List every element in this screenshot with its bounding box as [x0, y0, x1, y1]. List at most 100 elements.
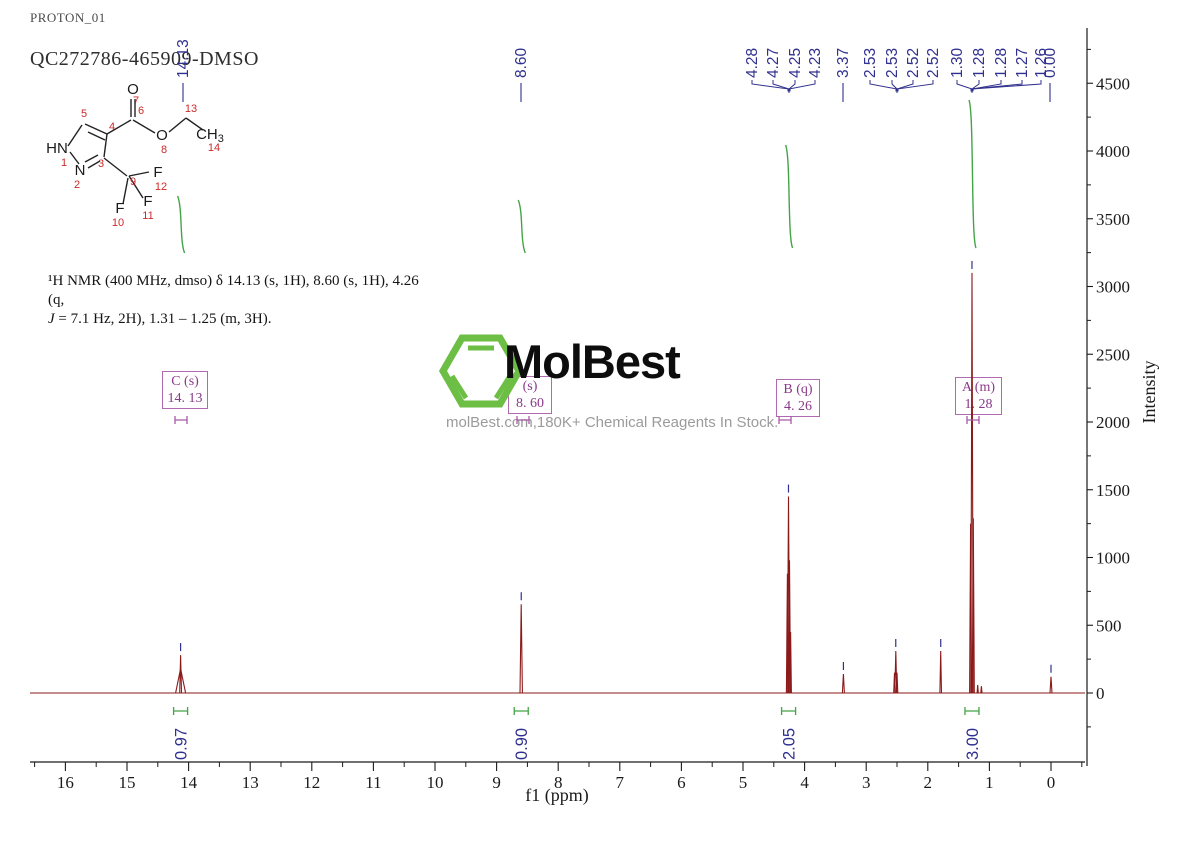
peak-label-connector: [772, 80, 790, 93]
spectrum-peak: [895, 672, 899, 694]
peak-shift-label: 2.53: [884, 48, 901, 78]
y-axis-title: Intensity: [1139, 361, 1159, 424]
atom-number-label: 2: [74, 179, 80, 191]
peak-label-connector: [956, 80, 973, 93]
peak-label-apex-dot: [787, 88, 791, 92]
x-axis-tick-label: 16: [57, 773, 74, 792]
multiplet-shift: 4. 26: [784, 399, 812, 414]
atom-label: O: [127, 81, 139, 98]
multiplet-shift: 8. 60: [516, 396, 544, 411]
peak-label-connector: [751, 80, 790, 93]
peak-shift-label: 1.30: [949, 47, 966, 78]
x-axis-tick-label: 3: [862, 773, 871, 792]
integral-value-label: 0.97: [173, 728, 191, 760]
multiplet-range-bracket: [966, 416, 980, 424]
integral-range-bracket: [780, 707, 797, 715]
peak-shift-label: 2.52: [905, 48, 922, 78]
y-axis-tick-label: 2000: [1096, 413, 1130, 432]
logo-tagline: molBest.com,180K+ Chemical Reagents In S…: [446, 414, 779, 431]
atom-label: F: [143, 193, 152, 210]
x-axis-tick-label: 2: [924, 773, 933, 792]
spectrum-peak: [519, 604, 523, 694]
multiplet-shift: 1. 28: [964, 397, 993, 412]
spectrum-peak: [175, 668, 187, 694]
integral-range-bracket: [964, 707, 980, 715]
x-axis-tick-label: 8: [554, 773, 563, 792]
spectrum-peak: [976, 684, 979, 694]
peak-label-connector: [896, 80, 934, 93]
nmr-assignment-line1: ¹H NMR (400 MHz, dmso) δ 14.13 (s, 1H), …: [48, 273, 419, 308]
multiplet-label: A (m): [961, 380, 996, 395]
spectrum-peak: [841, 673, 845, 694]
spectrum-peak: [1049, 676, 1053, 694]
spectrum-peak: [969, 523, 973, 694]
spectrum-peak: [789, 631, 792, 694]
experiment-name: PROTON_01: [30, 10, 106, 25]
nmr-assignment-line2: = 7.1 Hz, 2H), 1.31 – 1.25 (m, 3H).: [54, 311, 272, 327]
atom-number-label: 9: [130, 176, 136, 188]
peak-label-connector: [896, 80, 914, 93]
y-axis-tick-label: 4500: [1096, 74, 1130, 93]
x-axis-title: f1 (ppm): [525, 785, 588, 806]
peak-label-connector: [788, 80, 796, 93]
multiplet-range-bracket: [778, 416, 792, 424]
atom-number-label: 11: [142, 210, 153, 222]
atom-label: F: [153, 164, 162, 181]
x-axis-tick-label: 10: [427, 773, 444, 792]
integral-range-bracket: [513, 707, 529, 715]
x-axis-tick-label: 9: [492, 773, 501, 792]
peak-label-connector: [971, 80, 1023, 93]
integral-value-label: 0.90: [513, 728, 531, 760]
multiplet-box: C (s) 14. 13: [162, 371, 208, 409]
atom-label: O: [156, 127, 168, 144]
spectrum-peak: [980, 686, 983, 694]
x-axis-tick-label: 13: [242, 773, 259, 792]
atom-number-label: 10: [112, 217, 124, 229]
atom-number-label: 13: [185, 103, 197, 115]
peak-shift-label: 4.23: [807, 48, 824, 78]
multiplet-label: C (s): [171, 374, 199, 389]
x-axis-tick-label: 1: [985, 773, 994, 792]
multiplet-label: B (q): [783, 382, 813, 397]
spectrum-peak: [786, 496, 791, 694]
atom-number-label: 3: [98, 158, 104, 170]
peak-label-apex-dot: [970, 88, 974, 92]
atom-number-label: 5: [81, 108, 87, 120]
atom-label: HN: [46, 140, 68, 157]
integral-curve: [968, 99, 977, 249]
integral-curve: [517, 199, 526, 254]
multiplet-range-bracket: [174, 416, 188, 424]
peak-shift-label: 3.37: [835, 48, 852, 78]
integral-value-label: 3.00: [964, 728, 982, 760]
peak-shift-label: 1.26: [1033, 48, 1050, 78]
x-axis-tick-label: 5: [739, 773, 748, 792]
benzene-hexagon-icon: [438, 334, 524, 408]
y-axis-tick-label: 4000: [1096, 142, 1130, 161]
x-axis-tick-label: 12: [303, 773, 320, 792]
x-axis-tick-label: 6: [677, 773, 686, 792]
spectrum-peak: [179, 655, 183, 694]
integral-curve: [784, 144, 794, 249]
spectrum-peak: [787, 560, 792, 694]
peak-label-connector: [971, 80, 1002, 93]
spectrum-peak: [893, 672, 896, 694]
spectrum-peak: [939, 650, 943, 694]
peak-shift-label: 1.27: [1014, 48, 1031, 78]
integral-value-label: 2.05: [781, 728, 799, 760]
y-axis-tick-label: 500: [1096, 616, 1122, 635]
x-axis-tick-label: 7: [616, 773, 625, 792]
multiplet-box: B (q) 4. 26: [776, 379, 820, 417]
logo-wordmark: MolBest: [504, 335, 681, 388]
y-axis-tick-label: 1000: [1096, 549, 1130, 568]
sample-id: QC272786-465909-DMSO: [30, 48, 259, 70]
x-axis-tick-label: 15: [119, 773, 136, 792]
peak-label-connector: [971, 80, 1042, 93]
atom-label: N: [75, 162, 86, 179]
peak-shift-label: 4.25: [787, 48, 804, 78]
peak-shift-label: 2.53: [862, 48, 879, 78]
spectrum-peak: [785, 573, 789, 694]
atom-number-label: 1: [61, 157, 67, 169]
atom-number-label: 14: [208, 142, 220, 154]
